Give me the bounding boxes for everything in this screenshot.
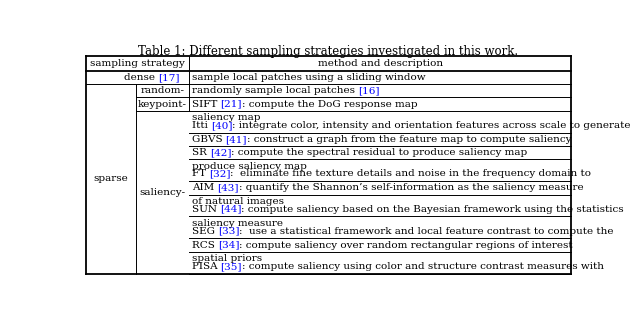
Text: saliency map: saliency map: [191, 113, 260, 122]
Text: Itti: Itti: [191, 121, 211, 130]
Text: random-: random-: [141, 86, 184, 95]
Text: SEG: SEG: [191, 227, 218, 236]
Text: :  eliminate fine texture details and noise in the frequency domain to: : eliminate fine texture details and noi…: [230, 170, 591, 179]
Text: [42]: [42]: [210, 148, 231, 157]
Text: saliency measure: saliency measure: [191, 219, 283, 228]
Text: AIM: AIM: [191, 184, 217, 193]
Text: spatial priors: spatial priors: [191, 255, 262, 264]
Text: [44]: [44]: [220, 205, 241, 214]
Text: method and description: method and description: [317, 59, 443, 68]
Text: [16]: [16]: [358, 86, 380, 95]
Text: [17]: [17]: [158, 73, 180, 82]
Text: [21]: [21]: [220, 100, 242, 108]
Text: randomly sample local patches: randomly sample local patches: [191, 86, 358, 95]
Text: [34]: [34]: [218, 241, 239, 250]
Text: produce saliency map: produce saliency map: [191, 162, 307, 171]
Text: SIFT: SIFT: [191, 100, 220, 108]
Text: : compute saliency based on the Bayesian framework using the statistics: : compute saliency based on the Bayesian…: [241, 205, 624, 214]
Text: :  use a statistical framework and local feature contrast to compute the: : use a statistical framework and local …: [239, 227, 614, 236]
Text: : compute the DoG response map: : compute the DoG response map: [242, 100, 417, 108]
Text: GBVS: GBVS: [191, 135, 225, 144]
Text: : compute saliency over random rectangular regions of interest: : compute saliency over random rectangul…: [239, 241, 573, 250]
Text: [43]: [43]: [217, 184, 239, 193]
Text: RCS: RCS: [191, 241, 218, 250]
Text: [32]: [32]: [209, 170, 230, 179]
Text: saliency-: saliency-: [140, 188, 186, 197]
Text: SR: SR: [191, 148, 210, 157]
Text: : compute saliency using color and structure contrast measures with: : compute saliency using color and struc…: [242, 262, 604, 271]
Text: dense: dense: [124, 73, 158, 82]
Text: : construct a graph from the feature map to compute saliency: : construct a graph from the feature map…: [247, 135, 572, 144]
Text: sampling strategy: sampling strategy: [90, 59, 185, 68]
Text: : integrate color, intensity and orientation features across scale to generate: : integrate color, intensity and orienta…: [232, 121, 631, 130]
Text: : quantify the Shannon’s self-information as the saliency measure: : quantify the Shannon’s self-informatio…: [239, 184, 583, 193]
Text: [33]: [33]: [218, 227, 239, 236]
Text: sample local patches using a sliding window: sample local patches using a sliding win…: [191, 73, 425, 82]
Text: [35]: [35]: [220, 262, 242, 271]
Text: keypoint-: keypoint-: [138, 100, 187, 108]
Text: [41]: [41]: [225, 135, 247, 144]
Text: sparse: sparse: [93, 174, 129, 183]
Text: SUN: SUN: [191, 205, 220, 214]
Text: PISA: PISA: [191, 262, 220, 271]
Text: [40]: [40]: [211, 121, 232, 130]
Text: : compute the spectral residual to produce saliency map: : compute the spectral residual to produ…: [231, 148, 527, 157]
Text: of natural images: of natural images: [191, 197, 284, 206]
Text: Table 1: Different sampling strategies investigated in this work.: Table 1: Different sampling strategies i…: [138, 45, 518, 58]
Text: FT: FT: [191, 170, 209, 179]
